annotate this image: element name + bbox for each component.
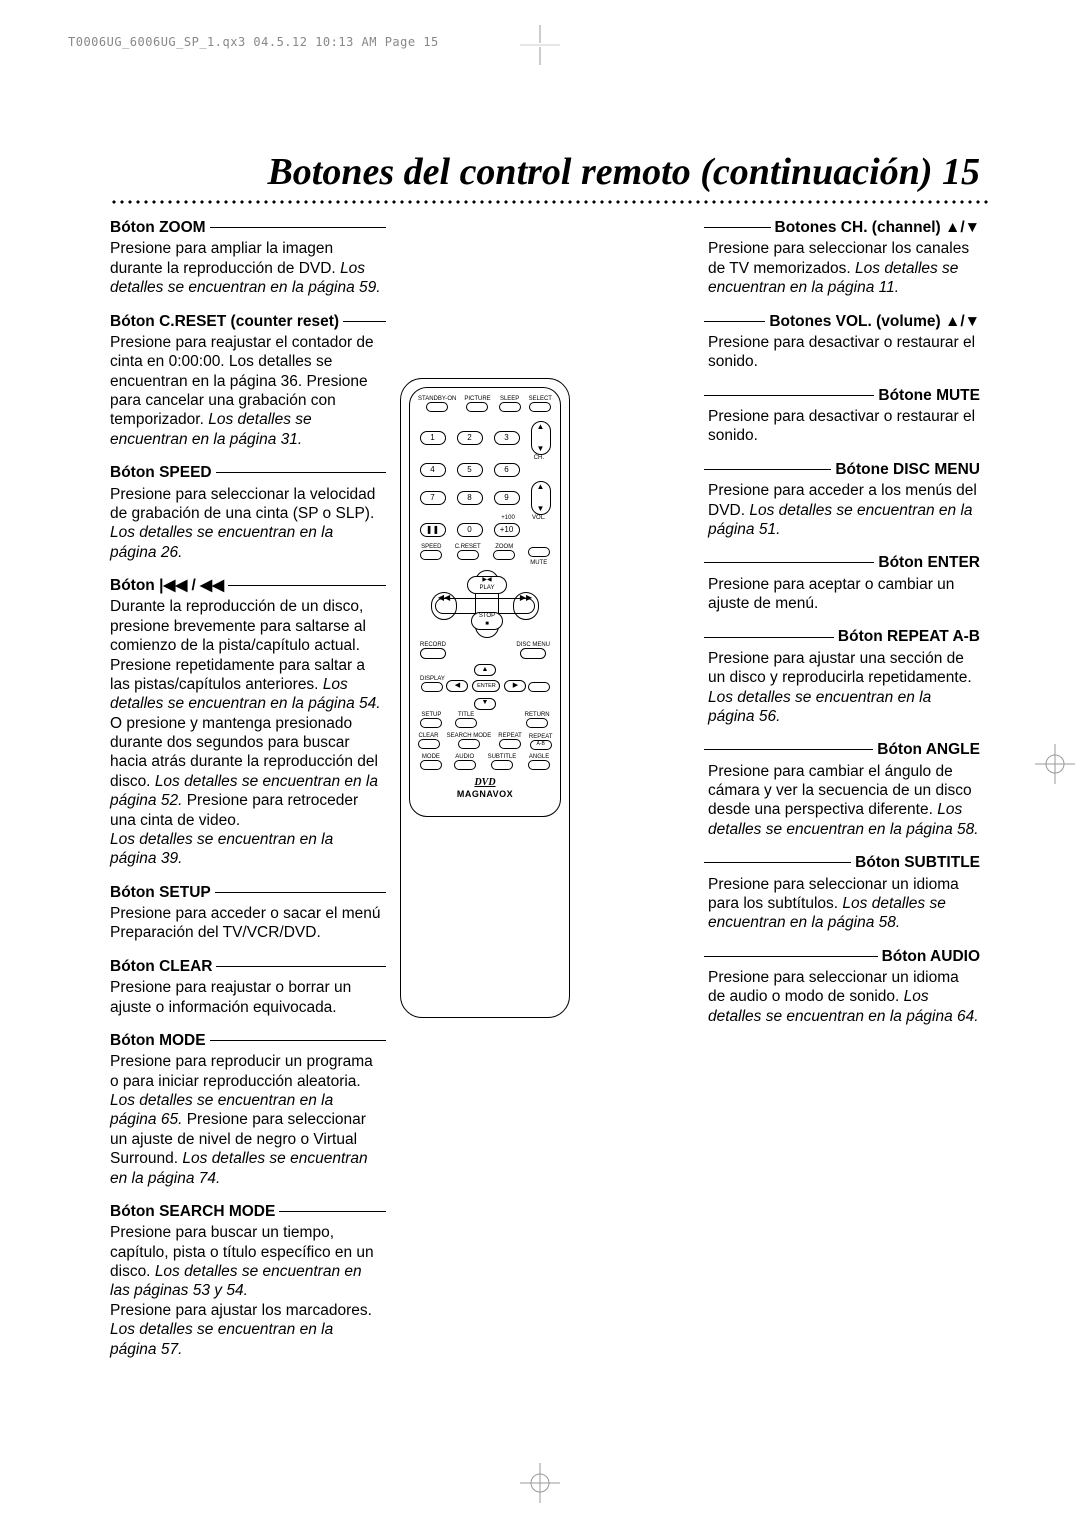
head: Bóton SETUP xyxy=(110,883,211,902)
head: Bóton REPEAT A-B xyxy=(838,627,980,646)
head: Bótone DISC MENU xyxy=(835,460,980,479)
section-discmenu: Bótone DISC MENU Presione para acceder a… xyxy=(708,460,980,540)
section-searchmode: Bóton SEARCH MODE Presione para buscar u… xyxy=(110,1202,382,1359)
section-enter: Bóton ENTER Presione para aceptar o camb… xyxy=(708,553,980,613)
section-zoom: Bóton ZOOM Presione para ampliar la imag… xyxy=(110,218,382,298)
nav-pad: ◀◀▶▶ ▶◀PLAY STOP■ xyxy=(435,570,535,638)
page-title: Botones del control remoto (continuación… xyxy=(110,150,990,194)
section-mute: Bótone MUTE Presione para desactivar o r… xyxy=(708,386,980,446)
head: Bóton ANGLE xyxy=(877,740,980,759)
head: Bóton C.RESET (counter reset) xyxy=(110,312,339,331)
source-header: T0006UG_6006UG_SP_1.qx3 04.5.12 10:13 AM… xyxy=(68,35,439,49)
cropmark-top xyxy=(520,25,560,65)
head: Botones VOL. (volume) ▲/▼ xyxy=(769,312,980,331)
head: Botones CH. (channel) ▲/▼ xyxy=(775,218,981,237)
section-ch: Botones CH. (channel) ▲/▼ Presione para … xyxy=(708,218,980,298)
section-speed: Bóton SPEED Presione para seleccionar la… xyxy=(110,463,382,562)
head: Bóton SUBTITLE xyxy=(855,853,980,872)
head: Bóton SPEED xyxy=(110,463,212,482)
head: Bótone MUTE xyxy=(878,386,980,405)
section-vol: Botones VOL. (volume) ▲/▼ Presione para … xyxy=(708,312,980,372)
remote-diagram: STANDBY-ON PICTURE SLEEP SELECT 1 2 3 ▲▼… xyxy=(400,378,570,1018)
right-column: Botones CH. (channel) ▲/▼ Presione para … xyxy=(700,218,980,1373)
mute-button xyxy=(528,547,550,557)
head: Bóton MODE xyxy=(110,1031,206,1050)
cropmark-bottom xyxy=(520,1463,560,1503)
section-audio: Bóton AUDIO Presione para seleccionar un… xyxy=(708,947,980,1027)
section-clear: Bóton CLEAR Presione para reajustar o bo… xyxy=(110,957,382,1017)
columns: Bóton ZOOM Presione para ampliar la imag… xyxy=(110,218,990,1373)
head: Bóton CLEAR xyxy=(110,957,212,976)
remote-column: STANDBY-ON PICTURE SLEEP SELECT 1 2 3 ▲▼… xyxy=(390,218,580,1373)
section-mode: Bóton MODE Presione para reproducir un p… xyxy=(110,1031,382,1188)
left-column: Bóton ZOOM Presione para ampliar la imag… xyxy=(110,218,390,1373)
head: Bóton ZOOM xyxy=(110,218,206,237)
section-skipback: Bóton |◀◀ / ◀◀ Durante la reproducción d… xyxy=(110,576,382,869)
head: Bóton ENTER xyxy=(878,553,980,572)
cropmark-right xyxy=(1035,744,1075,784)
head: Bóton |◀◀ / ◀◀ xyxy=(110,576,224,595)
section-subtitle: Bóton SUBTITLE Presione para seleccionar… xyxy=(708,853,980,933)
head: Bóton AUDIO xyxy=(882,947,980,966)
section-angle: Bóton ANGLE Presione para cambiar el áng… xyxy=(708,740,980,839)
section-setup: Bóton SETUP Presione para acceder o saca… xyxy=(110,883,382,943)
section-creset: Bóton C.RESET (counter reset) Presione p… xyxy=(110,312,382,450)
head: Bóton SEARCH MODE xyxy=(110,1202,275,1221)
page-content: Botones del control remoto (continuación… xyxy=(110,150,990,1373)
section-repeat-ab: Bóton REPEAT A-B Presione para ajustar u… xyxy=(708,627,980,726)
brand-logo: MAGNAVOX xyxy=(414,789,556,800)
dotted-separator xyxy=(110,198,990,206)
